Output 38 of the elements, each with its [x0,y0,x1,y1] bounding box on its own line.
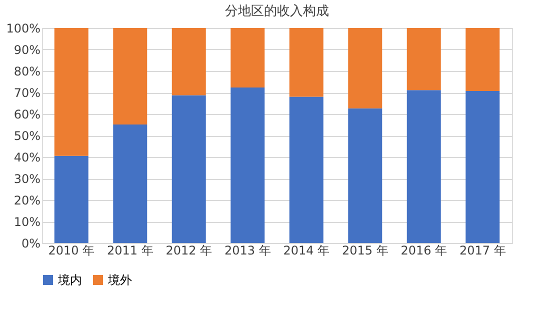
x-tick-label: 2010 年 [48,244,95,258]
y-tick-label: 10% [14,215,40,229]
bar [113,28,148,125]
legend-label: 境内 [57,273,82,287]
y-tick-label: 100% [6,22,40,36]
y-tick-label: 50% [14,129,40,143]
y-tick-label: 90% [14,43,40,57]
x-tick-label: 2013 年 [224,244,271,258]
x-tick-label: 2016 年 [400,244,448,258]
bar [406,90,441,243]
x-tick-label: 2014 年 [283,244,330,258]
y-tick-label: 70% [14,86,40,100]
bar [348,108,382,243]
bar [348,28,382,108]
chart-title: 分地区的收入构成 [225,4,329,19]
x-tick-label: 2015 年 [342,244,388,258]
bar [466,90,500,243]
y-tick-label: 80% [14,64,40,78]
x-tick-label: 2017 年 [459,244,506,258]
bar [54,28,88,156]
bar [172,28,206,96]
bar [54,156,88,243]
bar [466,28,500,91]
bar [230,28,265,88]
bar [113,124,148,243]
x-tick-label: 2012 年 [166,244,212,258]
y-tick-label: 40% [14,150,40,164]
bar [230,88,265,243]
y-tick-label: 30% [14,172,40,186]
legend-label: 境外 [107,273,132,287]
y-tick-label: 60% [14,108,40,122]
bar [172,95,206,243]
x-tick-label: 2011 年 [106,244,154,258]
y-tick-label: 20% [14,194,40,208]
y-tick-label: 0% [21,236,40,250]
bar [289,96,324,243]
bar [406,28,441,90]
bar [289,28,324,97]
